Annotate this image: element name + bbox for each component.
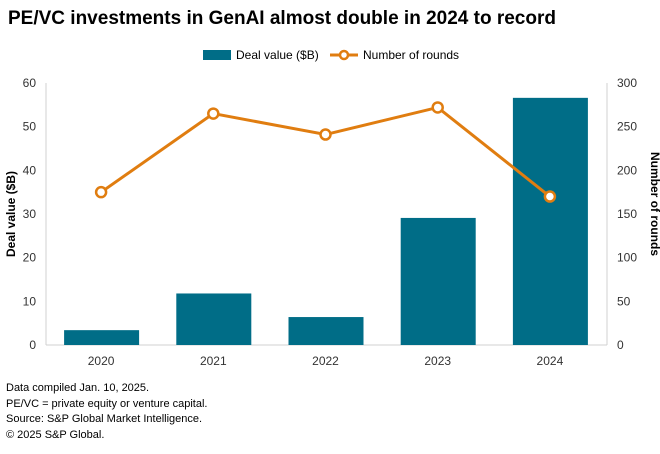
bar-2022	[288, 317, 364, 345]
y-tick-label: 10	[23, 294, 37, 308]
y-tick-label: 40	[23, 163, 37, 177]
bar-2023	[400, 217, 476, 345]
y-tick-label: 60	[23, 76, 37, 90]
y2-tick-label: 0	[617, 338, 624, 352]
x-tick-label: 2022	[312, 354, 339, 368]
x-tick-label: 2021	[200, 354, 227, 368]
footnotes: Data compiled Jan. 10, 2025. PE/VC = pri…	[6, 381, 207, 443]
chart-title: PE/VC investments in GenAI almost double…	[8, 8, 556, 29]
chart: 0 10 20 30 40 50 60 0 50 100 150 200 250 300 2020 2021 2…	[4, 48, 660, 368]
legend-line-marker	[338, 49, 350, 61]
x-tick-label: 2024	[537, 354, 564, 368]
y2-tick-label: 200	[617, 163, 637, 177]
rounds-point-2022	[319, 128, 332, 141]
bar-2021	[176, 293, 252, 345]
y-tick-label: 50	[23, 120, 37, 134]
rounds-point-2021	[207, 107, 220, 120]
x-tick-label: 2020	[88, 354, 115, 368]
y-axis-label: Deal value ($B)	[4, 171, 18, 257]
legend-line-label: Number of rounds	[363, 48, 459, 62]
rounds-line	[100, 105, 551, 198]
y2-axis-label: Number of rounds	[648, 152, 660, 256]
note-definition: PE/VC = private equity or venture capita…	[6, 397, 208, 410]
y2-tick-label: 300	[617, 76, 637, 90]
legend-bar-swatch	[203, 50, 231, 60]
y2-tick-label: 50	[617, 294, 631, 308]
bar-2020	[64, 330, 140, 345]
note-date: Data compiled Jan. 10, 2025.	[6, 382, 150, 394]
note-copyright: © 2025 S&P Global.	[6, 428, 105, 441]
bar-2024	[512, 97, 588, 345]
y2-tick-label: 250	[617, 120, 637, 134]
y2-tick-label: 100	[617, 251, 637, 265]
note-source: Source: S&P Global Market Intelligence.	[6, 413, 203, 425]
rounds-point-2023	[431, 101, 444, 114]
y-tick-label: 0	[29, 338, 36, 352]
y-tick-label: 30	[23, 207, 37, 221]
x-tick-label: 2023	[424, 354, 451, 368]
legend-bar-label: Deal value ($B)	[236, 48, 319, 62]
rounds-point-2024	[543, 190, 557, 203]
y-tick-label: 20	[23, 251, 37, 265]
y2-tick-label: 150	[617, 207, 637, 221]
rounds-point-2020	[94, 185, 108, 199]
